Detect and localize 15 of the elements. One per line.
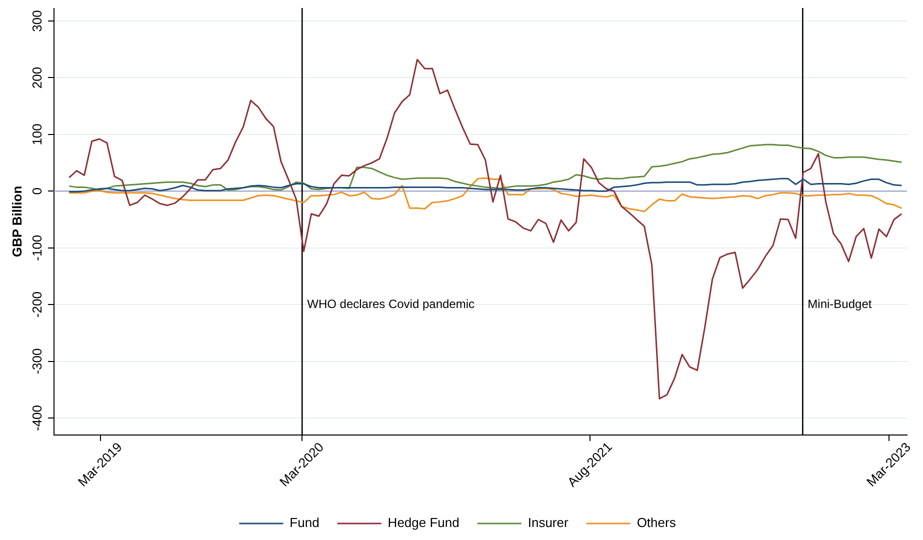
y-tick-label: 200	[30, 66, 45, 89]
y-tick-label: -400	[30, 404, 45, 432]
y-tick-label: 0	[30, 188, 45, 195]
y-tick-label: 100	[30, 124, 45, 146]
legend-label: Insurer	[528, 515, 569, 530]
y-axis-title: GBP Billion	[10, 186, 25, 258]
ref-line-label: WHO declares Covid pandemic	[307, 297, 475, 312]
y-tick-label: 300	[30, 10, 45, 32]
ref-line-label: Mini-Budget	[808, 297, 872, 312]
legend-label: Others	[636, 515, 676, 530]
y-tick-label: -200	[30, 292, 45, 318]
y-tick-label: -300	[30, 348, 45, 374]
y-tick-label: -100	[30, 234, 45, 261]
legend-label: Hedge Fund	[388, 515, 460, 530]
legend-label: Fund	[290, 515, 320, 530]
